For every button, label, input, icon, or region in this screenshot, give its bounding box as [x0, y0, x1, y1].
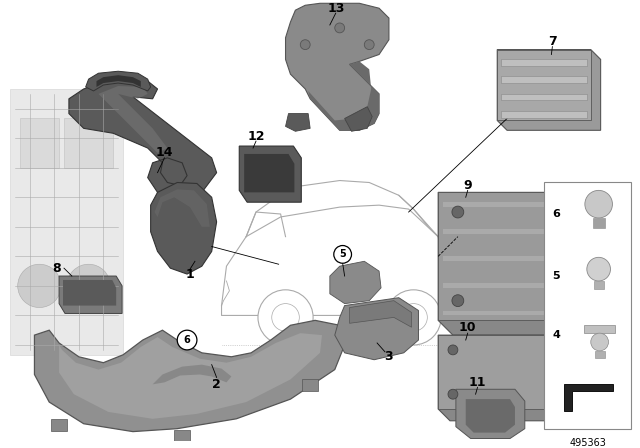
Circle shape — [565, 295, 577, 306]
Polygon shape — [64, 119, 113, 168]
Polygon shape — [86, 71, 150, 91]
Polygon shape — [349, 301, 412, 327]
Polygon shape — [443, 229, 586, 234]
Circle shape — [585, 190, 612, 218]
Circle shape — [258, 290, 313, 345]
Text: 6: 6 — [184, 335, 191, 345]
Polygon shape — [59, 333, 322, 419]
Polygon shape — [63, 280, 116, 306]
Circle shape — [364, 40, 374, 50]
Polygon shape — [443, 284, 586, 289]
Polygon shape — [595, 351, 605, 358]
Circle shape — [581, 345, 591, 355]
Polygon shape — [155, 190, 210, 227]
Polygon shape — [501, 111, 587, 117]
Polygon shape — [594, 281, 604, 289]
Polygon shape — [330, 261, 381, 304]
Text: 5: 5 — [339, 250, 346, 259]
Polygon shape — [97, 75, 141, 87]
Circle shape — [448, 389, 458, 399]
Text: 4: 4 — [552, 330, 560, 340]
Circle shape — [300, 40, 310, 50]
Polygon shape — [285, 114, 310, 131]
Text: 13: 13 — [327, 2, 344, 15]
Circle shape — [452, 295, 464, 306]
Circle shape — [591, 333, 609, 351]
Circle shape — [452, 206, 464, 218]
Polygon shape — [302, 379, 318, 391]
Polygon shape — [35, 320, 344, 431]
Circle shape — [67, 264, 110, 307]
Circle shape — [448, 345, 458, 355]
Text: 14: 14 — [156, 146, 173, 159]
Polygon shape — [438, 192, 591, 320]
Circle shape — [400, 304, 428, 331]
Text: 6: 6 — [552, 209, 560, 219]
Text: 9: 9 — [463, 179, 472, 192]
Polygon shape — [501, 77, 587, 83]
Polygon shape — [152, 365, 232, 384]
Polygon shape — [344, 107, 372, 131]
Polygon shape — [497, 50, 591, 121]
Polygon shape — [584, 325, 616, 333]
Polygon shape — [443, 310, 586, 315]
Circle shape — [565, 206, 577, 218]
Polygon shape — [59, 276, 122, 314]
Text: 2: 2 — [212, 378, 221, 391]
Polygon shape — [438, 335, 600, 409]
Polygon shape — [443, 256, 586, 261]
Polygon shape — [438, 335, 612, 421]
Polygon shape — [456, 389, 525, 439]
Circle shape — [581, 389, 591, 399]
Polygon shape — [593, 218, 605, 228]
Text: 495363: 495363 — [570, 439, 606, 448]
Text: 7: 7 — [548, 35, 557, 48]
Polygon shape — [497, 50, 600, 130]
Text: 5: 5 — [552, 271, 560, 281]
Circle shape — [272, 304, 300, 331]
Text: 3: 3 — [385, 350, 393, 363]
Text: 12: 12 — [247, 130, 265, 143]
Polygon shape — [20, 119, 59, 168]
Circle shape — [335, 23, 344, 33]
Polygon shape — [438, 192, 605, 335]
Polygon shape — [174, 430, 190, 441]
Polygon shape — [335, 298, 419, 360]
Text: 1: 1 — [186, 267, 195, 280]
Text: 11: 11 — [468, 376, 486, 389]
Polygon shape — [51, 419, 67, 431]
Circle shape — [18, 264, 61, 307]
Polygon shape — [69, 79, 216, 202]
Circle shape — [386, 290, 441, 345]
Polygon shape — [239, 146, 301, 202]
Polygon shape — [443, 202, 586, 207]
Polygon shape — [501, 94, 587, 100]
Circle shape — [587, 257, 611, 281]
Polygon shape — [545, 182, 631, 429]
Polygon shape — [501, 60, 587, 66]
Polygon shape — [285, 3, 389, 130]
Polygon shape — [99, 86, 168, 153]
Polygon shape — [10, 89, 123, 355]
Polygon shape — [564, 384, 613, 411]
Polygon shape — [308, 61, 379, 130]
Text: 8: 8 — [52, 262, 60, 275]
Text: 10: 10 — [459, 321, 476, 334]
Polygon shape — [466, 399, 515, 433]
Polygon shape — [150, 182, 216, 274]
Circle shape — [177, 330, 197, 350]
Circle shape — [334, 246, 351, 263]
Polygon shape — [244, 154, 294, 192]
